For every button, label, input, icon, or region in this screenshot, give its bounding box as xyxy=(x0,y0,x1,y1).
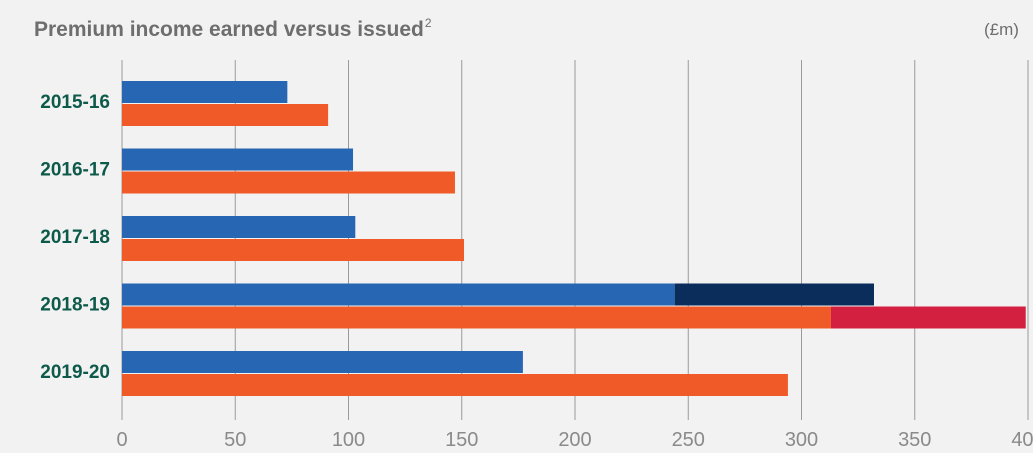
x-tick-label: 50 xyxy=(224,429,246,451)
bar-issued xyxy=(122,104,329,126)
bar-issued xyxy=(122,306,831,329)
chart-title-text: Premium income earned versus issued xyxy=(34,18,424,41)
x-tick-label: 350 xyxy=(898,429,931,451)
category-label: 2018-19 xyxy=(40,295,110,316)
category-label: 2016-17 xyxy=(40,160,110,181)
unit-label: (£m) xyxy=(984,20,1019,39)
bar-earned_extra xyxy=(674,283,874,306)
x-tick-label: 150 xyxy=(445,429,478,451)
bar-earned xyxy=(122,148,354,171)
bar-earned xyxy=(122,351,523,373)
x-tick-label: 250 xyxy=(672,429,705,451)
bar-earned xyxy=(122,216,356,238)
category-label: 2017-18 xyxy=(40,227,110,248)
category-label: 2015-16 xyxy=(40,92,110,113)
bar-earned xyxy=(122,81,288,103)
chart-title-footnote: 2 xyxy=(424,16,432,30)
x-tick-label: 100 xyxy=(332,429,365,451)
bar-issued_extra xyxy=(830,306,1026,329)
x-tick-label: 300 xyxy=(785,429,818,451)
x-tick-label: 0 xyxy=(116,429,127,451)
bar-issued xyxy=(122,374,788,396)
x-tick-label: 400 xyxy=(1011,429,1033,451)
x-tick-label: 200 xyxy=(558,429,591,451)
category-label: 2019-20 xyxy=(40,362,110,383)
chart-title: Premium income earned versus issued2 xyxy=(34,16,432,42)
bar-issued xyxy=(122,239,465,261)
bar-earned xyxy=(122,283,675,306)
bar-issued xyxy=(122,171,455,194)
